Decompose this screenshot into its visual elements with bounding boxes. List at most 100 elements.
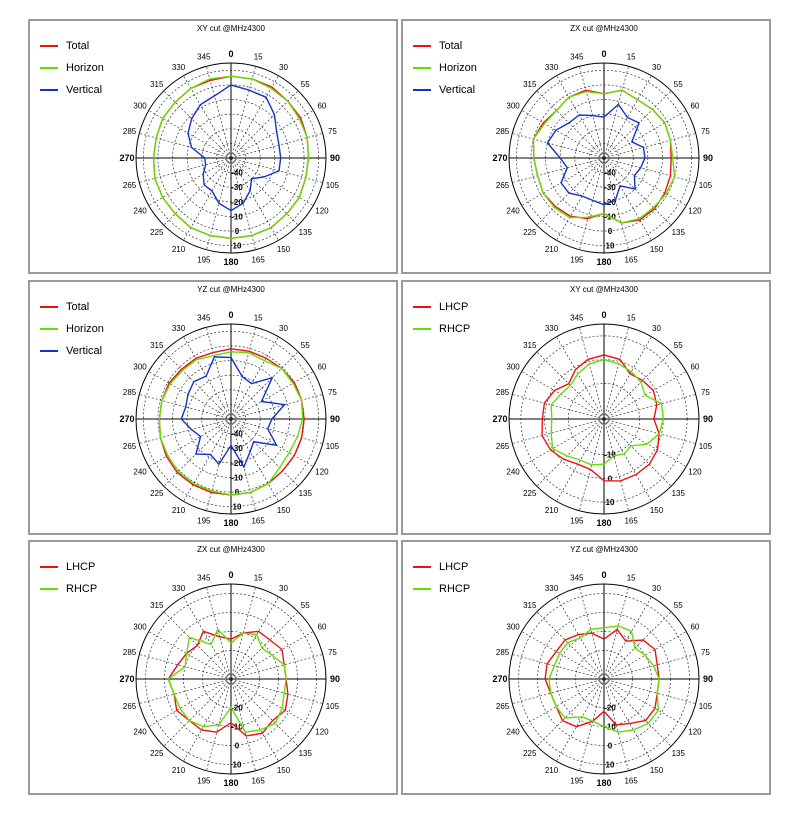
angle-label: 300: [133, 102, 147, 111]
angle-label: 55: [301, 341, 310, 350]
polar-chart-xy-linear: XY cut @MHz4300 0 15 30 55 60 75 90 105 120 135 150…: [119, 24, 340, 267]
angle-label: 0: [228, 49, 233, 59]
radial-tick-label: 10: [233, 503, 242, 512]
angle-label: 210: [545, 506, 559, 515]
angle-label: 265: [496, 442, 510, 451]
angle-label: 120: [688, 468, 702, 477]
polar-chart-zx-circular: ZX cut @MHz4300 0 15 30 55 60 75 90 105 120 135 150…: [119, 545, 340, 788]
legend-item-horizon: Horizon: [40, 318, 104, 340]
legend-label-horizon: Horizon: [66, 62, 104, 74]
radial-tick-label: -10: [231, 723, 243, 732]
legend-label-rhcp: RHCP: [439, 323, 471, 335]
series-line-horizon: [152, 75, 310, 240]
angle-label: 105: [326, 702, 340, 711]
spoke-line: [512, 418, 605, 444]
angle-label: 120: [315, 468, 329, 477]
angle-label: 195: [570, 255, 584, 264]
radial-tick-label: -20: [231, 198, 243, 207]
angle-label: 135: [672, 749, 686, 758]
series-line-vertical: [187, 84, 282, 212]
spoke-line: [148, 371, 232, 420]
angle-label: 150: [277, 245, 291, 254]
angle-label: 15: [627, 53, 636, 62]
angle-label: 165: [251, 516, 265, 525]
radial-tick-label: -40: [604, 169, 616, 178]
spoke-line: [230, 327, 256, 420]
spoke-line: [206, 327, 232, 420]
legend-label-vertical: Vertical: [66, 345, 103, 357]
legend: Total Horizon Vertical: [40, 296, 104, 362]
series-line-total: [532, 89, 672, 224]
chart-title: YZ cut @MHz4300: [570, 545, 638, 554]
angle-label: 270: [119, 153, 134, 163]
spoke-line: [230, 157, 323, 183]
radial-tick-label: -10: [604, 723, 616, 732]
angle-label: 30: [279, 324, 288, 333]
spoke-line: [603, 336, 652, 420]
angle-label: 120: [315, 207, 329, 216]
series-line-horizon: [158, 351, 304, 496]
legend-item-rhcp: RHCP: [40, 578, 97, 600]
chart-panel-yz-linear: YZ cut @MHz4300 0 15 30 55 60 75 90 105 120 135 150…: [28, 280, 398, 535]
chart-title: XY cut @MHz4300: [570, 285, 639, 294]
angle-label: 285: [123, 388, 137, 397]
chart-title: ZX cut @MHz4300: [197, 545, 265, 554]
spoke-line: [163, 90, 232, 159]
legend: LHCP RHCP: [40, 556, 97, 600]
radial-tick-label: -30: [231, 183, 243, 192]
angle-label: 300: [133, 623, 147, 632]
angle-label: 180: [223, 518, 238, 528]
angle-label: 135: [299, 228, 313, 237]
angle-label: 55: [301, 601, 310, 610]
polar-chart-yz-linear: YZ cut @MHz4300 0 15 30 55 60 75 90 105 120 135 150…: [119, 285, 340, 528]
spoke-line: [183, 678, 232, 762]
spoke-line: [603, 418, 696, 444]
angle-label: 0: [228, 310, 233, 320]
angle-label: 75: [701, 388, 710, 397]
radial-tick-label: -40: [231, 430, 243, 439]
legend-label-horizon: Horizon: [439, 62, 477, 74]
angle-label: 165: [251, 776, 265, 785]
angle-label: 300: [506, 623, 520, 632]
angle-label: 270: [119, 414, 134, 424]
angle-label: 60: [317, 363, 326, 372]
angle-label: 105: [326, 442, 340, 451]
legend-label-lhcp: LHCP: [439, 301, 469, 313]
legend-item-total: Total: [413, 35, 477, 57]
spoke-line: [512, 157, 605, 183]
angle-label: 30: [652, 63, 661, 72]
radial-tick-label: -30: [231, 444, 243, 453]
legend: LHCP RHCP: [413, 556, 470, 600]
angle-label: 180: [223, 778, 238, 788]
angle-label: 240: [133, 728, 147, 737]
chart-panel-xy-linear: XY cut @MHz4300 0 15 30 55 60 75 90 105 120 135 150…: [28, 19, 398, 274]
angle-label: 75: [328, 127, 337, 136]
spoke-line: [230, 66, 256, 159]
spoke-line: [603, 110, 687, 159]
radial-tick-label: 10: [233, 761, 242, 770]
angle-label: 345: [570, 574, 584, 583]
spoke-line: [183, 336, 232, 420]
angle-label: 285: [123, 127, 137, 136]
angle-label: 90: [703, 674, 713, 684]
angle-label: 0: [601, 310, 606, 320]
angle-label: 15: [254, 574, 263, 583]
spoke-line: [148, 157, 232, 206]
angle-label: 270: [492, 674, 507, 684]
angle-label: 300: [133, 363, 147, 372]
legend-label-vertical: Vertical: [439, 84, 476, 96]
series-line-rhcp: [167, 628, 287, 733]
spoke-line: [603, 133, 696, 159]
radial-tick-label: -20: [231, 459, 243, 468]
angle-label: 240: [506, 728, 520, 737]
legend-label-total: Total: [66, 40, 90, 52]
angle-label: 285: [123, 648, 137, 657]
angle-label: 300: [506, 102, 520, 111]
angle-label: 60: [317, 102, 326, 111]
spoke-line: [603, 418, 652, 502]
angle-label: 330: [545, 584, 559, 593]
legend-label-lhcp: LHCP: [439, 561, 469, 573]
series-line-vertical: [546, 103, 646, 206]
chart-panel-zx-linear: ZX cut @MHz4300 0 15 30 55 60 75 90 105 120 135 150…: [401, 19, 771, 274]
radial-tick-label: 10: [606, 761, 615, 770]
